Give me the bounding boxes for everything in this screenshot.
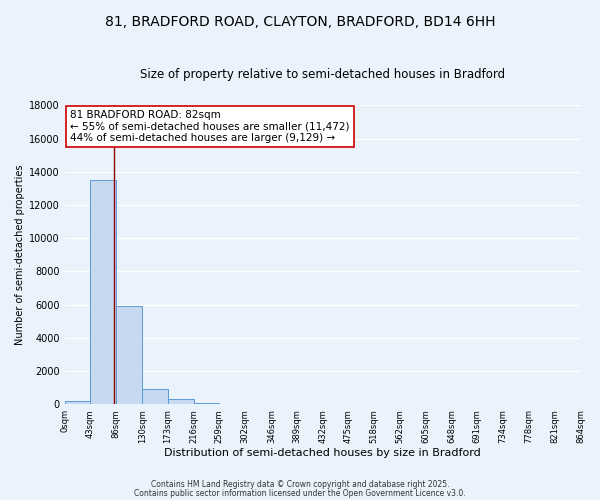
Bar [65,401,91,404]
Text: 81 BRADFORD ROAD: 82sqm
← 55% of semi-detached houses are smaller (11,472)
44% o: 81 BRADFORD ROAD: 82sqm ← 55% of semi-de… [70,110,349,143]
Bar [194,403,220,404]
Text: 81, BRADFORD ROAD, CLAYTON, BRADFORD, BD14 6HH: 81, BRADFORD ROAD, CLAYTON, BRADFORD, BD… [105,15,495,29]
Bar [91,180,116,404]
Y-axis label: Number of semi-detached properties: Number of semi-detached properties [15,164,25,345]
Bar [142,388,168,404]
Bar [116,306,142,404]
Text: Contains HM Land Registry data © Crown copyright and database right 2025.: Contains HM Land Registry data © Crown c… [151,480,449,489]
X-axis label: Distribution of semi-detached houses by size in Bradford: Distribution of semi-detached houses by … [164,448,481,458]
Title: Size of property relative to semi-detached houses in Bradford: Size of property relative to semi-detach… [140,68,505,80]
Text: Contains public sector information licensed under the Open Government Licence v3: Contains public sector information licen… [134,488,466,498]
Bar [168,400,194,404]
